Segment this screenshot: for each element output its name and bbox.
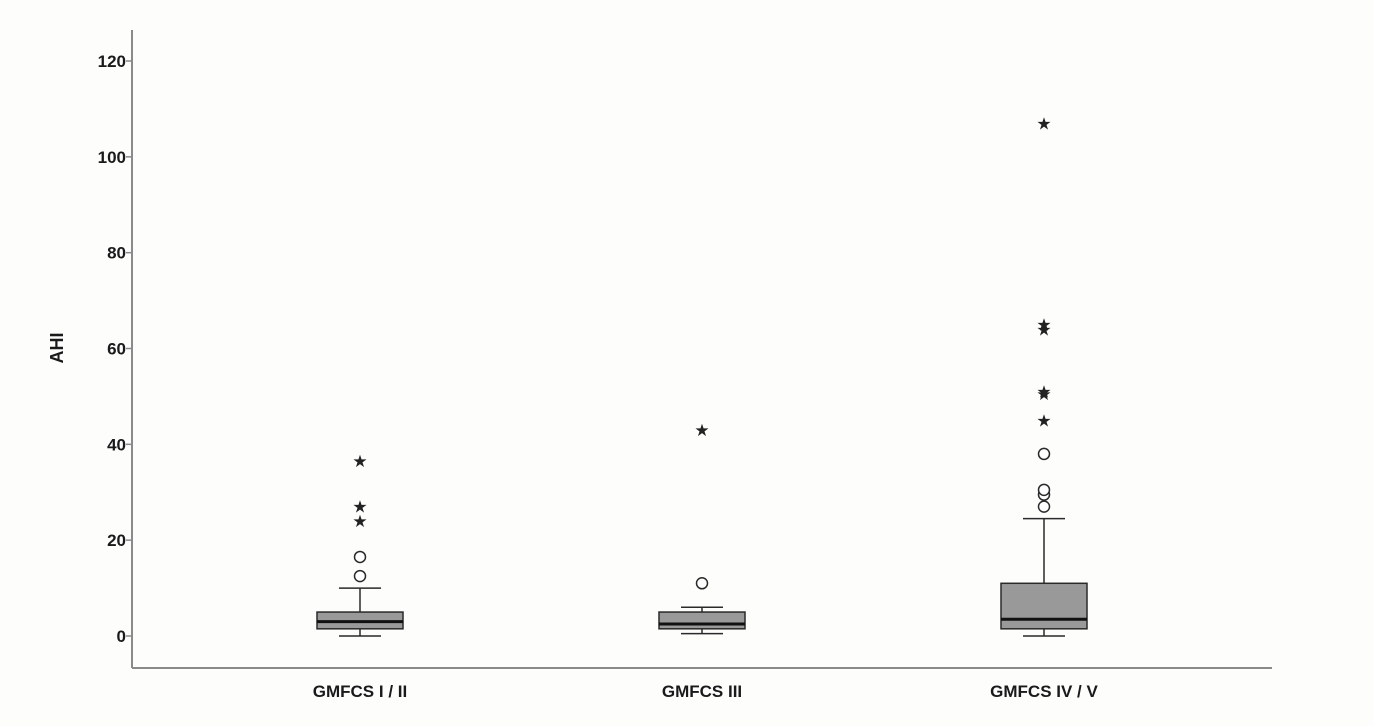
extreme-point: ★ (352, 452, 367, 472)
boxes: ★★★★ ★★★★★★ (316, 114, 1088, 637)
outlier-point (353, 569, 367, 583)
y-tick-label: 0 (117, 627, 126, 646)
extreme-point: ★ (1036, 411, 1051, 431)
extreme-point: ★ (352, 498, 367, 518)
axes (126, 30, 1272, 669)
extreme-point: ★ (1036, 114, 1051, 134)
y-tick-label: 80 (107, 244, 126, 263)
category-label: GMFCS I / II (313, 682, 407, 701)
y-axis-title: AHI (47, 333, 67, 364)
category-label: GMFCS III (662, 682, 742, 701)
box-group: ★★★ (316, 452, 404, 637)
y-tick-label: 20 (107, 531, 126, 550)
extreme-point: ★ (1036, 320, 1051, 340)
outlier-point (1037, 500, 1051, 513)
box-group: ★★★★★★ (1000, 114, 1088, 637)
extreme-point: ★ (1036, 383, 1051, 403)
iqr-box (658, 611, 746, 630)
extreme-point: ★ (1036, 316, 1051, 336)
outlier-point (1037, 447, 1051, 461)
box-group: ★ (658, 421, 746, 635)
iqr-box (1000, 582, 1088, 630)
y-tick-label: 60 (107, 340, 126, 359)
category-label: GMFCS IV / V (990, 682, 1098, 701)
extreme-point: ★ (1036, 385, 1051, 405)
outlier-point (695, 577, 709, 590)
y-tick-label: 100 (98, 148, 126, 167)
extreme-point: ★ (352, 512, 367, 532)
extreme-point: ★ (694, 421, 709, 441)
outlier-point (1037, 483, 1051, 497)
outlier-point (353, 550, 367, 564)
y-tick-label: 40 (107, 435, 126, 454)
labels: 0 20 40 60 80 100 120 AHI GMFCS I / II GMFCS III G… (47, 52, 1098, 701)
y-tick-label: 120 (98, 52, 126, 71)
